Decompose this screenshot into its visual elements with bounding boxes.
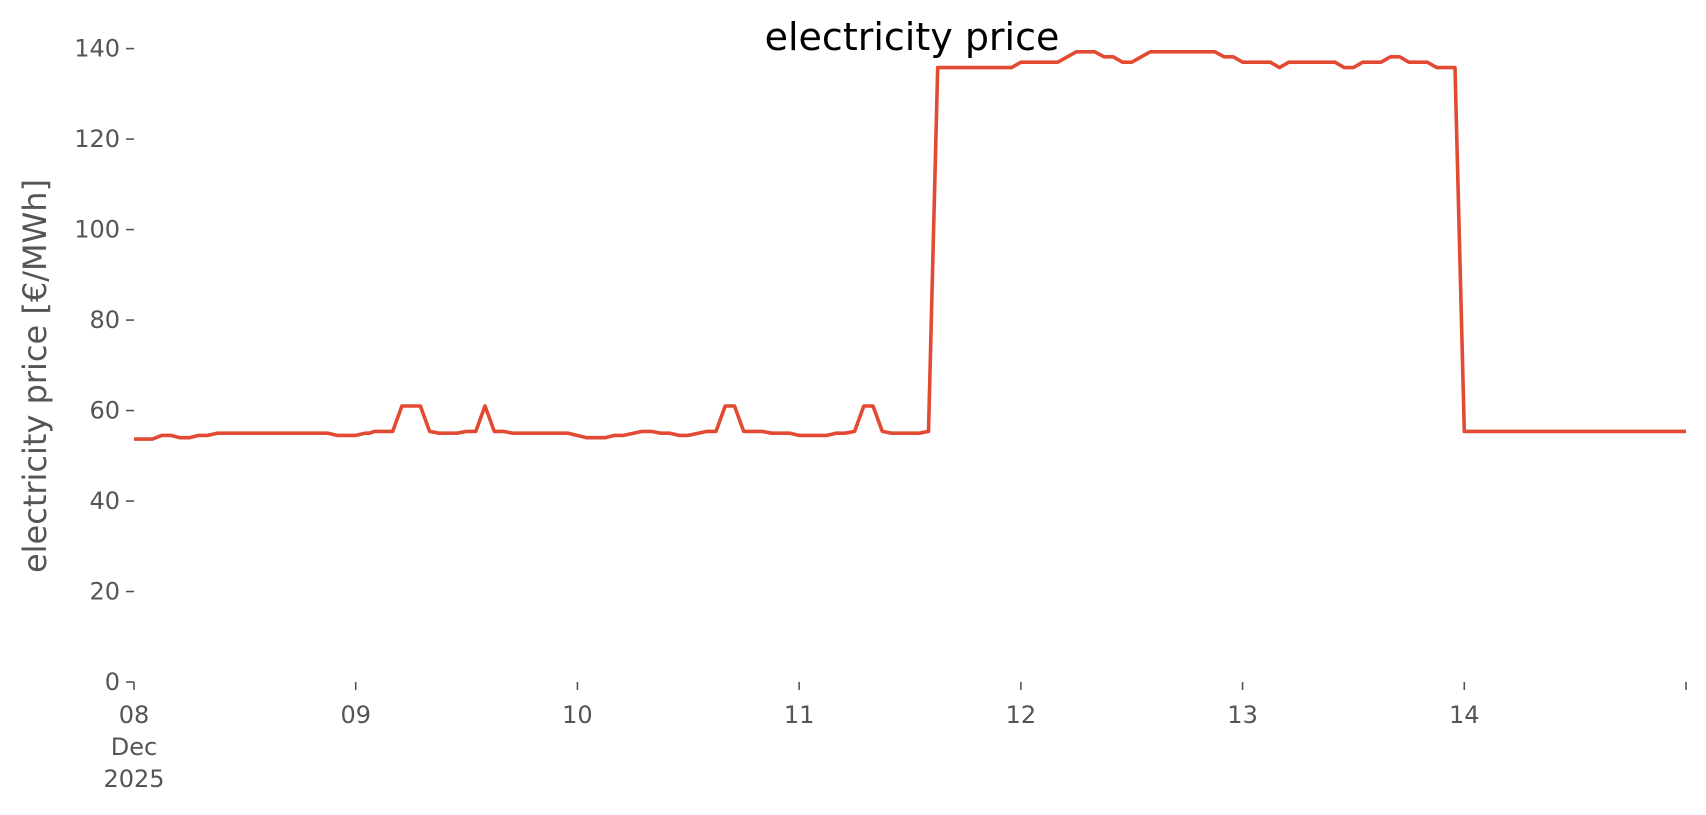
x-tick-label: 2025 — [103, 765, 164, 793]
y-axis-label: electricity price [€/MWh] — [16, 179, 54, 573]
y-tick-label: 100 — [74, 216, 120, 244]
y-tick-label: 140 — [74, 35, 120, 63]
y-tick-label: 80 — [89, 306, 120, 334]
y-tick-label: 60 — [89, 397, 120, 425]
y-tick-label: 120 — [74, 125, 120, 153]
x-tick-label: 11 — [784, 701, 815, 729]
x-axis-ticks: 08 Dec 2025 09 10 11 12 13 14 — [103, 682, 1687, 793]
x-tick-label: 13 — [1227, 701, 1258, 729]
y-tick-label: 40 — [89, 487, 120, 515]
x-tick-label: 14 — [1449, 701, 1480, 729]
x-tick-label: Dec — [111, 733, 157, 761]
x-tick-label: 08 — [119, 701, 150, 729]
series-line — [134, 50, 1686, 441]
chart-title: electricity price — [765, 15, 1060, 59]
x-tick-label: 10 — [562, 701, 593, 729]
x-tick-label: 09 — [340, 701, 371, 729]
x-tick-label: 12 — [1006, 701, 1037, 729]
y-tick-label: 20 — [89, 578, 120, 606]
plot-area — [134, 50, 1686, 441]
y-tick-label: 0 — [105, 668, 120, 696]
y-axis-ticks: 0 20 40 60 80 100 120 140 — [74, 35, 134, 696]
